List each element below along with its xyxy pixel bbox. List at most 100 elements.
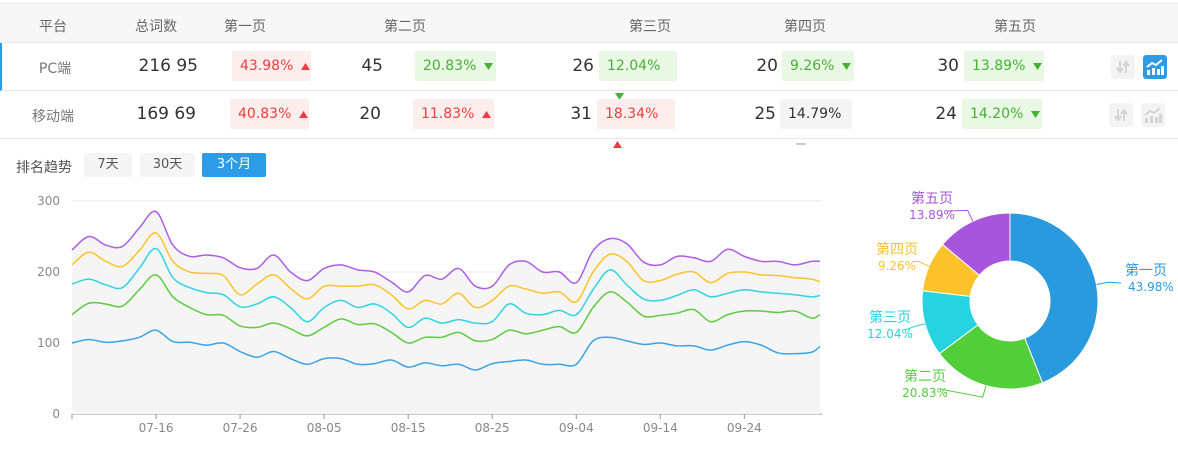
pie-label: 第二页 xyxy=(904,368,946,385)
page-count: 45 xyxy=(361,56,383,76)
header-page2: 第二页 xyxy=(384,19,426,35)
page-percent-badge: 11.83% xyxy=(413,99,494,129)
range-30d-button[interactable]: 30天 xyxy=(140,153,195,177)
pie-slice xyxy=(1009,212,1099,384)
page-count: 20 xyxy=(359,104,381,124)
table-header: 平台 总词数 第一页 第二页 第三页 第四页 第五页 xyxy=(0,3,1178,43)
x-tick-label: 09-04 xyxy=(559,421,594,435)
x-tick-label: 09-24 xyxy=(727,421,762,435)
x-tick-label: 07-16 xyxy=(139,421,174,435)
pie-slice xyxy=(938,324,1044,390)
chart-icon xyxy=(1144,107,1162,123)
chart-button[interactable] xyxy=(1143,55,1167,79)
x-tick-label: 08-25 xyxy=(475,421,510,435)
sort-button[interactable] xyxy=(1109,103,1133,127)
y-tick-label: 200 xyxy=(37,265,60,279)
page-percent: 13.89% xyxy=(972,58,1026,74)
platform-name: 移动端 xyxy=(32,109,74,125)
range-3m-button[interactable]: 3个月 xyxy=(202,153,266,177)
header-total: 总词数 xyxy=(135,19,177,35)
sort-icon xyxy=(1114,108,1128,122)
pie-leader-line xyxy=(904,323,926,331)
series-line-1 xyxy=(71,329,821,371)
total-count: 216 xyxy=(138,56,171,76)
y-tick-label: 0 xyxy=(52,407,60,421)
series-line-2 xyxy=(71,274,821,344)
page-percent-badge: 13.89% xyxy=(964,51,1044,81)
series-line-5 xyxy=(71,210,821,293)
trend-up-icon xyxy=(482,110,492,118)
sort-button[interactable] xyxy=(1111,55,1135,79)
trend-down-icon xyxy=(1033,62,1043,70)
page-percent: 12.04% xyxy=(607,58,661,74)
y-tick-label: 100 xyxy=(37,336,60,350)
page-percent: 9.26% xyxy=(790,58,835,74)
page-percent-badge: 20.83% xyxy=(415,51,496,81)
header-page4: 第四页 xyxy=(784,19,826,35)
x-tick-label: 07-26 xyxy=(223,421,258,435)
trend-down-icon xyxy=(1031,110,1041,118)
page-count: 20 xyxy=(756,56,778,76)
stacked-line-chart: 0 100 200 300 07-16 07-26 08-05 08-15 08-25 09-04… xyxy=(37,194,822,435)
pie-label: 第一页 xyxy=(1125,262,1167,279)
page-percent-badge: 12.04% xyxy=(599,51,677,100)
pie-percent: 9.26% xyxy=(878,259,916,273)
page-count: 31 xyxy=(570,104,592,124)
pie-percent: 20.83% xyxy=(902,386,948,400)
page-percent-badge: 9.26% xyxy=(782,51,854,81)
page-percent: 14.20% xyxy=(970,106,1024,122)
pie-percent: 12.04% xyxy=(867,327,913,341)
trend-down-icon xyxy=(615,92,624,100)
header-platform: 平台 xyxy=(39,19,67,35)
pie-leader-line xyxy=(946,209,974,222)
table-row[interactable]: PC端 216 95 43.98% 45 20.83% 26 12.04% 20 9.2… xyxy=(0,43,1178,100)
x-tick-label: 08-05 xyxy=(307,421,342,435)
header-page5: 第五页 xyxy=(994,19,1036,35)
pie-label: 第四页 xyxy=(876,241,918,258)
total-count: 169 xyxy=(136,104,169,124)
header-page1: 第一页 xyxy=(224,19,266,35)
y-tick-label: 300 xyxy=(37,194,60,208)
trend-label: 排名趋势 xyxy=(16,160,72,176)
page-percent-badge: 40.83% xyxy=(230,99,309,129)
trend-up-icon xyxy=(613,140,622,148)
page-percent-badge: 14.20% xyxy=(962,99,1042,129)
x-tick-label: 09-14 xyxy=(643,421,678,435)
trend-flat-icon xyxy=(796,142,806,145)
area-fill xyxy=(72,211,820,414)
page-count: 30 xyxy=(937,56,959,76)
page-count: 95 xyxy=(176,56,198,76)
pie-label: 第五页 xyxy=(911,190,953,207)
page-count: 69 xyxy=(174,104,196,124)
page-count: 26 xyxy=(572,56,594,76)
pie-percent: 43.98% xyxy=(1128,280,1174,294)
header-page3: 第三页 xyxy=(629,19,671,35)
platform-name: PC端 xyxy=(38,61,72,77)
page-percent: 20.83% xyxy=(423,58,477,74)
pie-leader-line xyxy=(939,385,987,398)
sort-icon xyxy=(1116,60,1130,74)
trend-up-icon xyxy=(299,110,309,118)
page-percent: 14.79% xyxy=(788,106,842,122)
trend-down-icon xyxy=(842,62,852,70)
trend-up-icon xyxy=(301,62,311,70)
page-percent: 40.83% xyxy=(238,106,292,122)
pie-percent: 13.89% xyxy=(909,208,955,222)
page-percent-badge: 43.98% xyxy=(232,51,311,81)
series-line-4 xyxy=(71,232,821,310)
range-7d-button[interactable]: 7天 xyxy=(84,153,132,177)
chart-button[interactable] xyxy=(1141,103,1165,127)
page-percent: 18.34% xyxy=(605,106,659,122)
x-tick-label: 08-15 xyxy=(391,421,426,435)
page-count: 25 xyxy=(754,104,776,124)
page-count: 24 xyxy=(935,104,957,124)
pie-slice xyxy=(941,212,1011,276)
page-percent: 11.83% xyxy=(421,106,475,122)
page-percent-badge: 14.79% xyxy=(780,99,852,145)
pie-leader-line xyxy=(1096,281,1122,285)
table-row[interactable]: 移动端 169 69 40.83% 20 11.83% 31 18.34% 25 14.… xyxy=(0,91,1178,148)
pie-leader-line xyxy=(911,260,930,267)
page-percent-badge: 18.34% xyxy=(597,99,675,148)
